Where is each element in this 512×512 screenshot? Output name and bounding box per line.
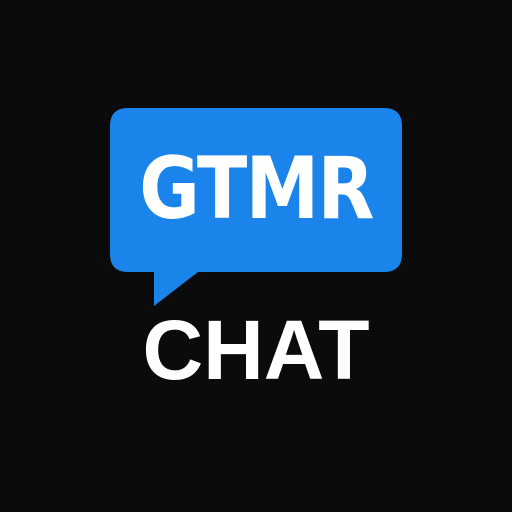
chat-bubble-shape: [110, 108, 402, 306]
chat-title: CHAT: [142, 303, 370, 397]
bubble-logo-text: GTMR: [139, 139, 374, 239]
